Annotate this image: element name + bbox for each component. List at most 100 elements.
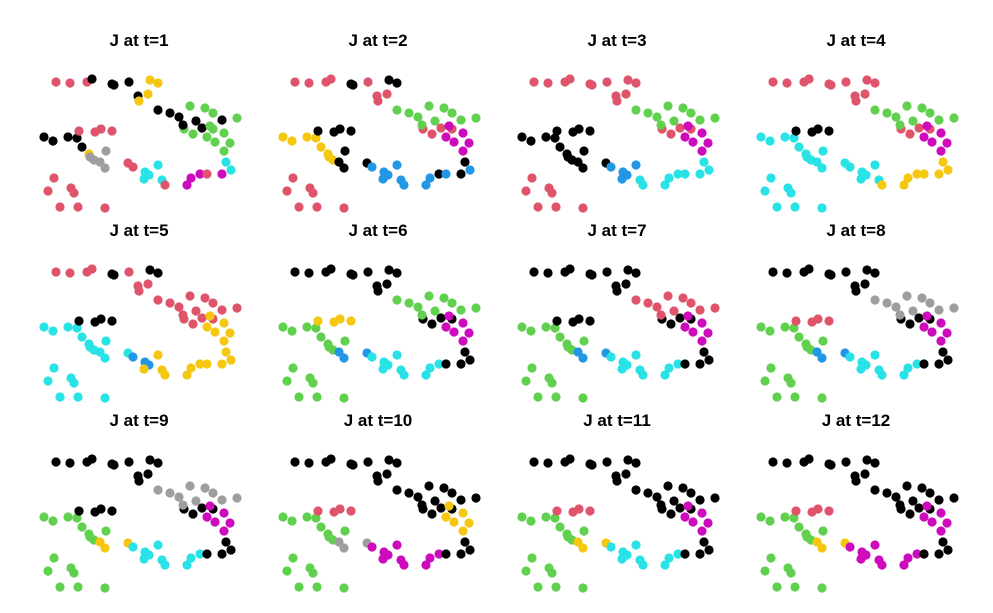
- data-point: [919, 549, 929, 559]
- data-point: [856, 364, 866, 374]
- data-point: [669, 496, 679, 506]
- data-point: [585, 316, 595, 326]
- data-point: [780, 132, 790, 142]
- data-point: [124, 457, 134, 467]
- data-point: [444, 121, 454, 131]
- data-point: [421, 370, 431, 380]
- data-point: [373, 286, 383, 296]
- data-point: [465, 545, 475, 555]
- data-point: [631, 295, 641, 305]
- data-point: [87, 454, 97, 464]
- data-point: [565, 264, 575, 274]
- data-point: [399, 560, 409, 570]
- data-point: [552, 126, 562, 136]
- data-point: [673, 169, 683, 179]
- panel-points: [756, 264, 959, 403]
- data-point: [39, 132, 49, 142]
- data-point: [664, 553, 674, 563]
- data-point: [917, 293, 927, 303]
- data-point: [617, 364, 627, 374]
- data-point: [942, 138, 952, 148]
- data-point: [756, 322, 766, 332]
- data-point: [219, 508, 229, 518]
- data-point: [465, 355, 475, 365]
- panel-points: [517, 74, 720, 213]
- data-point: [456, 169, 466, 179]
- data-point: [631, 485, 641, 495]
- data-point: [818, 146, 828, 156]
- data-point: [363, 267, 373, 277]
- data-point: [139, 174, 149, 184]
- data-point: [165, 488, 175, 498]
- data-point: [555, 142, 565, 152]
- data-point: [663, 481, 673, 491]
- data-point: [895, 500, 905, 510]
- data-point: [703, 138, 713, 148]
- data-point: [697, 128, 707, 138]
- data-point: [760, 376, 770, 386]
- data-point: [145, 455, 155, 465]
- data-point: [444, 311, 454, 321]
- data-point: [367, 162, 377, 172]
- data-point: [139, 364, 149, 374]
- data-point: [311, 133, 321, 143]
- data-point: [294, 582, 304, 592]
- data-point: [882, 488, 892, 498]
- data-point: [623, 265, 633, 275]
- data-point: [695, 495, 705, 505]
- data-point: [210, 517, 220, 527]
- data-point: [456, 305, 466, 315]
- data-point: [424, 481, 434, 491]
- panel-points: [278, 454, 481, 593]
- data-point: [547, 568, 557, 578]
- data-point: [427, 319, 437, 329]
- data-point: [905, 319, 915, 329]
- data-point: [695, 549, 705, 559]
- data-point: [565, 454, 575, 464]
- data-point: [160, 370, 170, 380]
- data-point: [666, 509, 676, 519]
- data-point: [367, 542, 377, 552]
- data-point: [938, 537, 948, 547]
- data-point: [39, 322, 49, 332]
- data-point: [100, 353, 110, 363]
- data-point: [899, 560, 909, 570]
- data-point: [579, 146, 589, 156]
- data-point: [602, 77, 612, 87]
- panel-title: J at t=3: [587, 31, 646, 50]
- data-point: [153, 295, 163, 305]
- data-point: [529, 457, 539, 467]
- data-point: [348, 270, 358, 280]
- data-point: [208, 108, 218, 118]
- data-point: [134, 286, 144, 296]
- data-point: [287, 516, 297, 526]
- panel-title: J at t=12: [822, 411, 891, 430]
- data-point: [316, 522, 326, 532]
- data-point: [217, 359, 227, 369]
- data-point: [221, 537, 231, 547]
- data-point: [308, 378, 318, 388]
- data-point: [914, 313, 924, 323]
- data-point: [124, 77, 134, 87]
- data-point: [308, 568, 318, 578]
- data-point: [311, 323, 321, 333]
- data-point: [290, 457, 300, 467]
- data-point: [384, 265, 394, 275]
- data-point: [313, 126, 323, 136]
- data-point: [789, 513, 799, 523]
- data-point: [205, 311, 215, 321]
- data-point: [704, 355, 714, 365]
- data-point: [202, 512, 212, 522]
- panel-title: J at t=7: [587, 221, 646, 240]
- data-point: [526, 326, 536, 336]
- data-point: [765, 516, 775, 526]
- data-point: [458, 508, 468, 518]
- data-point: [666, 129, 676, 139]
- data-point: [521, 376, 531, 386]
- data-point: [517, 132, 527, 142]
- data-point: [686, 298, 696, 308]
- data-point: [208, 298, 218, 308]
- data-point: [826, 270, 836, 280]
- data-point: [160, 180, 170, 190]
- data-point: [914, 123, 924, 133]
